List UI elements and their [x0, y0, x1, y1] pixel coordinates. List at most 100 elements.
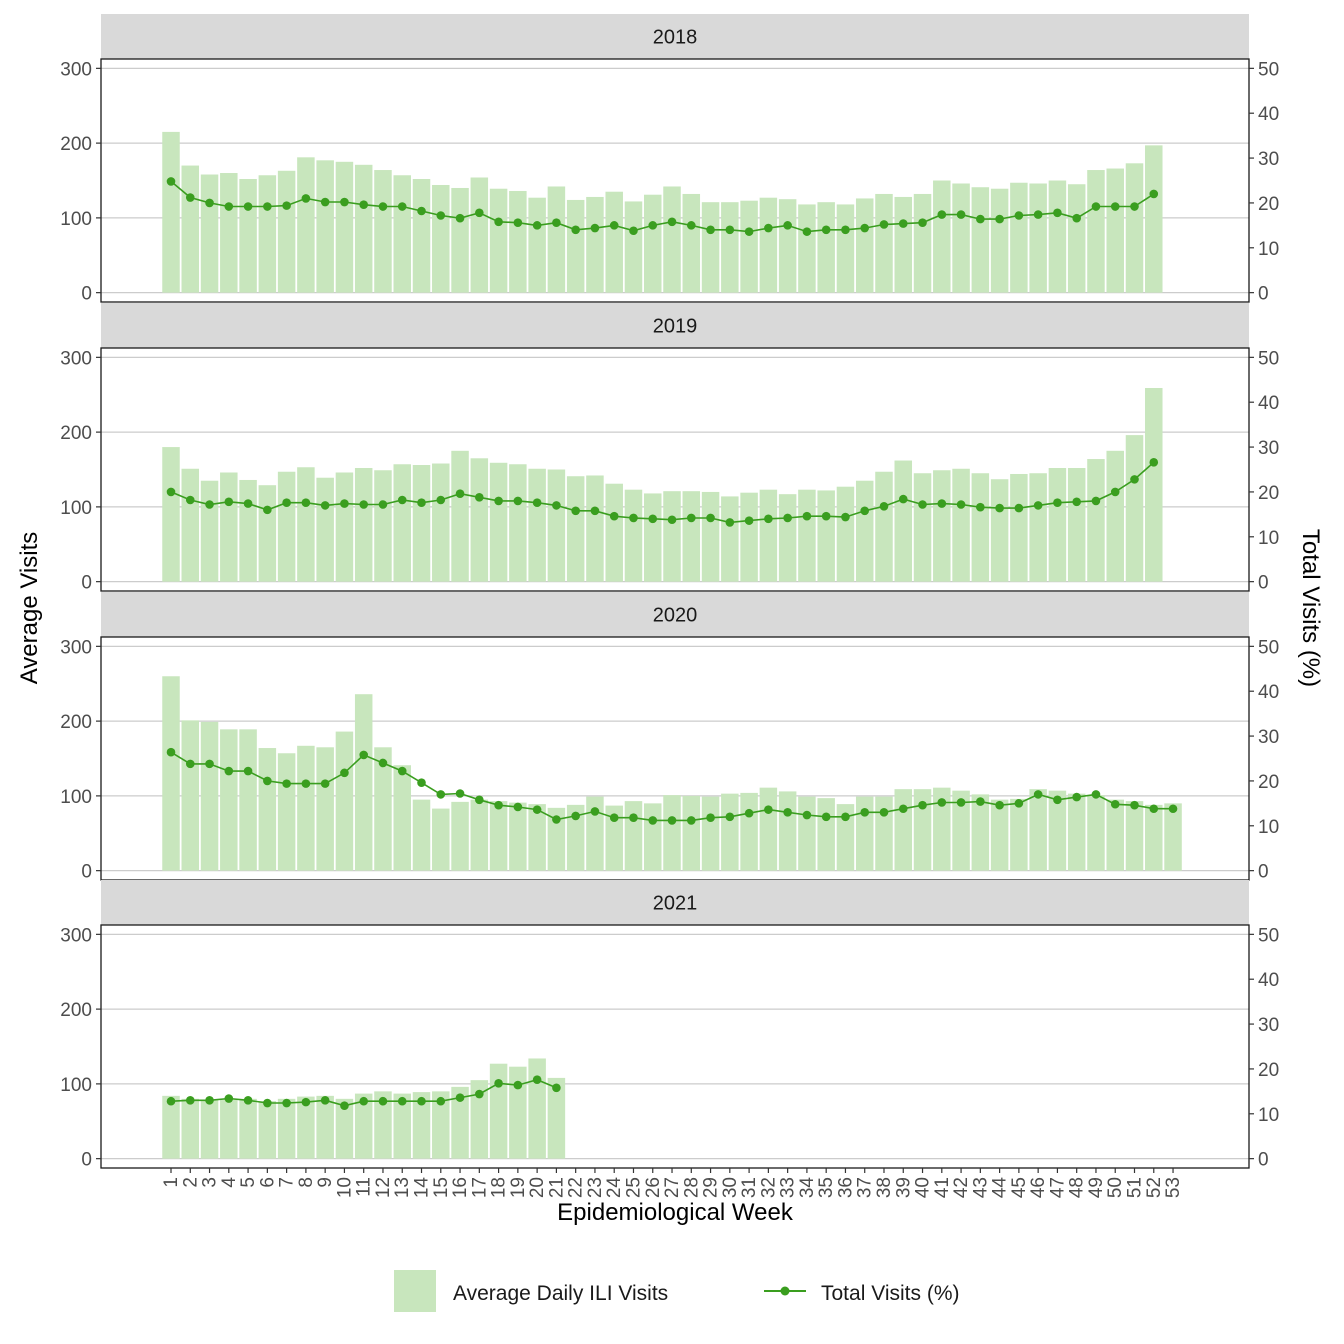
bar	[701, 202, 720, 293]
pct-point	[532, 1075, 542, 1084]
bar	[1067, 468, 1086, 582]
pct-point	[513, 1080, 523, 1090]
pct-point	[320, 501, 330, 510]
bar	[682, 193, 701, 293]
bar	[778, 494, 797, 582]
bar	[566, 804, 585, 871]
bar	[1106, 168, 1124, 293]
x-tick-label: 43	[970, 1177, 991, 1198]
pct-point	[513, 802, 523, 812]
panel-border	[100, 347, 1250, 592]
x-tick-label: 42	[951, 1177, 972, 1198]
bar	[181, 720, 200, 871]
y2-tick-label: 0	[1258, 862, 1269, 883]
y-tick-label: 200	[60, 1000, 92, 1021]
y2-tick-label: 30	[1258, 1015, 1279, 1036]
bar	[759, 787, 778, 871]
bar	[412, 799, 431, 871]
x-tick-label: 19	[508, 1177, 529, 1198]
bar	[644, 803, 662, 871]
pct-point	[898, 804, 908, 814]
pct-point	[995, 214, 1004, 224]
facet-panel-2021: 2021 0 100 200 300 0 10 20 30 40 50	[60, 880, 1279, 1171]
pct-point	[1091, 496, 1101, 506]
bar	[509, 802, 527, 871]
x-tick-label: 48	[1067, 1177, 1088, 1198]
pct-point	[1149, 458, 1159, 467]
pct-point	[475, 795, 484, 805]
pct-point	[475, 493, 484, 502]
bar	[1010, 798, 1028, 871]
bar	[1106, 799, 1124, 871]
pct-point	[667, 217, 677, 227]
pct-point	[436, 495, 446, 505]
y2-tick-label: 10	[1258, 817, 1279, 838]
bar	[547, 469, 566, 582]
x-tick-label: 40	[913, 1177, 934, 1198]
x-tick-label: 31	[739, 1177, 760, 1198]
pct-point	[397, 1096, 407, 1106]
pct-point	[263, 202, 272, 211]
pct-point	[860, 223, 870, 233]
pct-point	[224, 1094, 234, 1103]
pct-point	[686, 816, 696, 825]
pct-point	[590, 223, 600, 233]
pct-point	[609, 813, 619, 823]
bar	[432, 808, 450, 871]
bar	[663, 795, 681, 871]
pct-point	[1033, 501, 1043, 510]
x-tick-label: 45	[1009, 1177, 1030, 1198]
pct-point	[841, 225, 850, 235]
pct-point	[378, 500, 388, 509]
bar	[1087, 459, 1105, 582]
bar	[181, 468, 200, 582]
pct-point	[301, 779, 311, 788]
pct-point	[841, 512, 850, 522]
pct-point	[185, 1096, 195, 1105]
pct-point	[340, 1101, 349, 1111]
bar	[1125, 163, 1144, 293]
bar	[1125, 801, 1144, 871]
bar	[374, 470, 392, 582]
pct-point	[571, 225, 580, 235]
y-tick-label: 200	[60, 712, 92, 733]
x-tick-label: 1	[161, 1177, 182, 1188]
pct-point	[648, 514, 658, 524]
bar	[933, 470, 951, 582]
facet-strip-label: 2018	[653, 27, 698, 49]
pct-point	[995, 503, 1004, 513]
pct-point	[166, 747, 176, 757]
bar	[682, 795, 701, 871]
bar	[451, 1086, 469, 1159]
pct-line	[170, 461, 1155, 524]
y-tick-label: 300	[60, 637, 92, 658]
x-axis-title: Epidemiological Week	[557, 1199, 794, 1226]
bar	[316, 1095, 334, 1159]
pct-point	[629, 813, 638, 823]
pct-point	[205, 1096, 214, 1105]
bar	[875, 471, 893, 582]
facet-panels: 2018010020030001020304050201901002003000…	[60, 14, 1279, 1171]
x-tick-label: 33	[778, 1177, 799, 1198]
y2-tick-label: 10	[1258, 528, 1279, 549]
bar	[721, 202, 739, 293]
pct-point	[301, 498, 311, 507]
bar	[1048, 180, 1067, 293]
pct-point	[1072, 213, 1081, 223]
pct-point	[744, 516, 754, 525]
pct-point	[185, 495, 195, 505]
pct-point	[224, 497, 234, 507]
x-tick-label: 15	[431, 1177, 452, 1198]
pct-point	[397, 202, 407, 211]
y2-tick-label: 50	[1258, 637, 1279, 658]
y2-tick-label: 30	[1258, 438, 1279, 459]
bar	[181, 1098, 200, 1159]
pct-point	[764, 514, 773, 524]
bar	[971, 473, 990, 582]
pct-point	[397, 766, 407, 776]
bar	[952, 790, 970, 871]
x-tick-label: 32	[758, 1177, 779, 1198]
x-tick-label: 12	[373, 1177, 394, 1198]
x-tick-label: 26	[643, 1177, 664, 1198]
bar	[971, 794, 990, 871]
